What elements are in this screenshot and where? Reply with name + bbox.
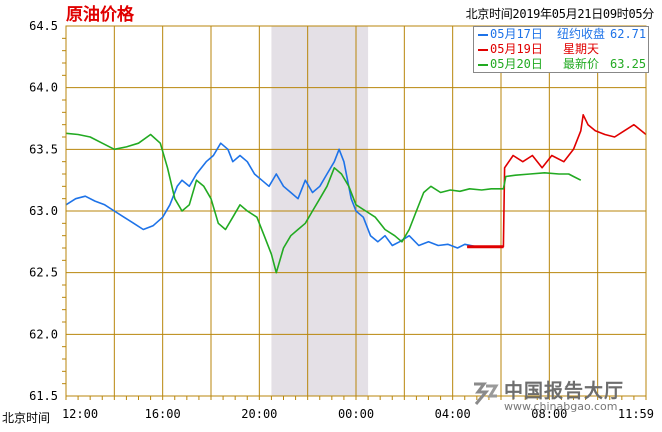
legend-date-0519: 05月19日 <box>490 42 543 56</box>
x-tick-label: 20:00 <box>241 407 277 421</box>
x-tick-label: 12:00 <box>62 407 98 421</box>
x-axis-prefix: 北京时间 <box>2 411 51 425</box>
y-tick-label: 61.5 <box>29 389 58 403</box>
legend-date-0520: 05月20日 <box>490 57 543 71</box>
watermark-logo-icon <box>474 382 499 405</box>
x-tick-label: 00:00 <box>338 407 374 421</box>
y-tick-label: 62.5 <box>29 266 58 280</box>
series-line-1 <box>467 114 647 248</box>
legend-label-0517: 纽约收盘 <box>556 27 605 41</box>
timestamp-label: 北京时间2019年05月21日09时05分 <box>465 7 655 21</box>
legend-swatch-0520 <box>478 63 488 66</box>
legend-label-0520: 最新价 <box>562 57 599 71</box>
series-layer <box>65 114 647 274</box>
series-line-2 <box>65 132 582 274</box>
y-tick-label: 63.0 <box>29 204 58 218</box>
x-tick-label: 11:59 <box>618 407 654 421</box>
y-tick-label: 64.5 <box>29 19 58 33</box>
y-tick-label: 63.5 <box>29 142 58 156</box>
legend-item-0517: 05月17日 纽约收盘 62.71 <box>474 27 648 42</box>
legend-value-0520: 63.25 <box>610 57 647 71</box>
y-tick-label: 62.0 <box>29 327 58 341</box>
legend-value-0517: 62.71 <box>610 27 647 41</box>
chart-title: 原油价格 <box>66 5 134 25</box>
legend-label-0519: 星期天 <box>562 42 599 56</box>
y-tick-labels: 64.5 64.0 63.5 63.0 62.5 62.0 61.5 <box>29 19 58 403</box>
y-tick-label: 64.0 <box>29 81 58 95</box>
series-line-0 <box>65 142 477 249</box>
legend-item-0520: 05月20日 最新价 63.25 <box>474 57 648 72</box>
x-tick-labels: 12:00 16:00 20:00 00:00 04:00 08:00 11:59 <box>62 407 654 421</box>
watermark-url: www.chinabgao.com <box>504 400 618 413</box>
x-tick-label: 04:00 <box>435 407 471 421</box>
watermark-title: 中国报告大厅 <box>504 380 625 402</box>
x-tick-label: 16:00 <box>145 407 181 421</box>
x-tick-label: 08:00 <box>531 407 567 421</box>
legend-date-0517: 05月17日 <box>490 27 543 41</box>
legend-swatch-0517 <box>478 33 488 36</box>
legend-swatch-0519 <box>478 48 488 51</box>
plot-border <box>65 25 647 397</box>
legend-item-0519: 05月19日 星期天 <box>474 42 648 57</box>
legend: 05月17日 纽约收盘 62.71 05月19日 星期天 05月20日 最新价 … <box>473 26 649 73</box>
